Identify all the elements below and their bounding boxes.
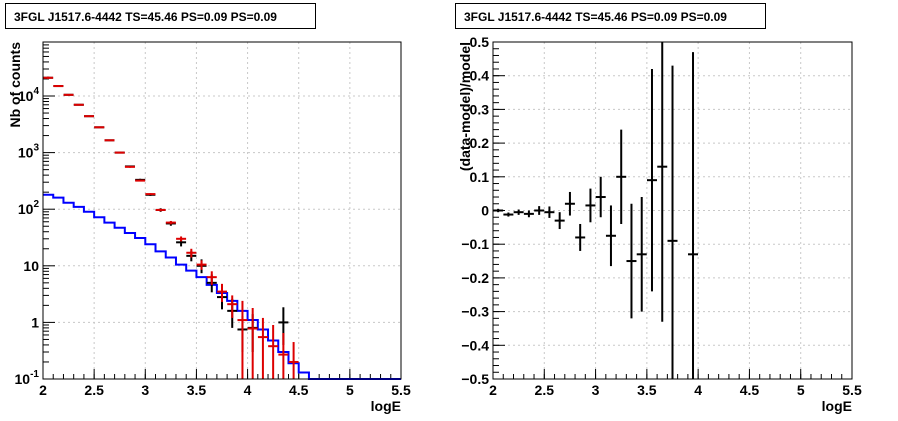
right-y-tick-label: 0.3 <box>470 101 490 117</box>
right-plot-frame <box>492 41 853 380</box>
right-y-tick-label: −0.5 <box>461 371 489 387</box>
right-y-tick-label: −0.2 <box>461 270 489 286</box>
left-x-tick-label: 2.5 <box>84 382 104 398</box>
left-x-tick-label: 3.5 <box>187 382 207 398</box>
right-y-tick-label: 0.1 <box>470 169 490 185</box>
right-x-tick-label: 3 <box>592 382 600 398</box>
right-y-axis-title: (data-model)/model <box>457 42 473 171</box>
right-y-tick-label: −0.4 <box>461 337 489 353</box>
left-plot-area <box>43 42 401 379</box>
left-y-tick-label: 103 <box>18 143 40 161</box>
left-plot-frame <box>42 41 402 380</box>
left-y-axis-title: Nb of counts <box>7 42 23 128</box>
right-chart-title: 3FGL J1517.6-4442 TS=45.46 PS=0.09 PS=0.… <box>455 3 766 29</box>
left-x-tick-label: 3 <box>141 382 149 398</box>
right-y-tick-label: 0 <box>481 203 489 219</box>
left-x-tick-label: 5.5 <box>391 382 411 398</box>
left-x-tick-label: 5 <box>346 382 354 398</box>
left-y-tick-label: 1 <box>31 314 39 330</box>
residuals-chart: −0.5 −0.4 −0.3 −0.2 −0.1 0 0.1 0.2 0.3 0.4 0.5 2 2.5… <box>457 34 862 414</box>
right-x-tick-label: 3.5 <box>637 382 657 398</box>
right-y-tick-label: 0.5 <box>470 34 490 50</box>
left-y-tick-label: 104 <box>18 86 40 104</box>
left-chart-title: 3FGL J1517.6-4442 TS=45.46 PS=0.09 PS=0.… <box>5 3 316 29</box>
left-x-tick-label: 4.5 <box>289 382 309 398</box>
right-y-tick-label: −0.1 <box>461 236 489 252</box>
right-x-tick-label: 5.5 <box>842 382 862 398</box>
right-y-tick-label: 0.2 <box>470 135 490 151</box>
left-x-axis-title: logE <box>371 398 401 414</box>
right-y-tick-label: 0.4 <box>470 68 490 84</box>
left-y-tick-label: 10-1 <box>15 369 40 387</box>
left-model-histogram <box>43 193 401 380</box>
right-x-tick-label: 2.5 <box>535 382 555 398</box>
right-x-axis-title: logE <box>822 398 852 414</box>
left-x-tick-label: 2 <box>39 382 47 398</box>
right-y-tick-label: −0.3 <box>461 304 489 320</box>
right-x-tick-label: 2 <box>489 382 497 398</box>
right-x-tick-label: 5 <box>797 382 805 398</box>
left-y-tick-label: 10 <box>23 258 39 274</box>
left-x-tick-label: 4 <box>244 382 252 398</box>
left-y-tick-label: 102 <box>18 199 40 217</box>
right-x-tick-label: 4.5 <box>740 382 760 398</box>
right-x-tick-label: 4 <box>694 382 702 398</box>
